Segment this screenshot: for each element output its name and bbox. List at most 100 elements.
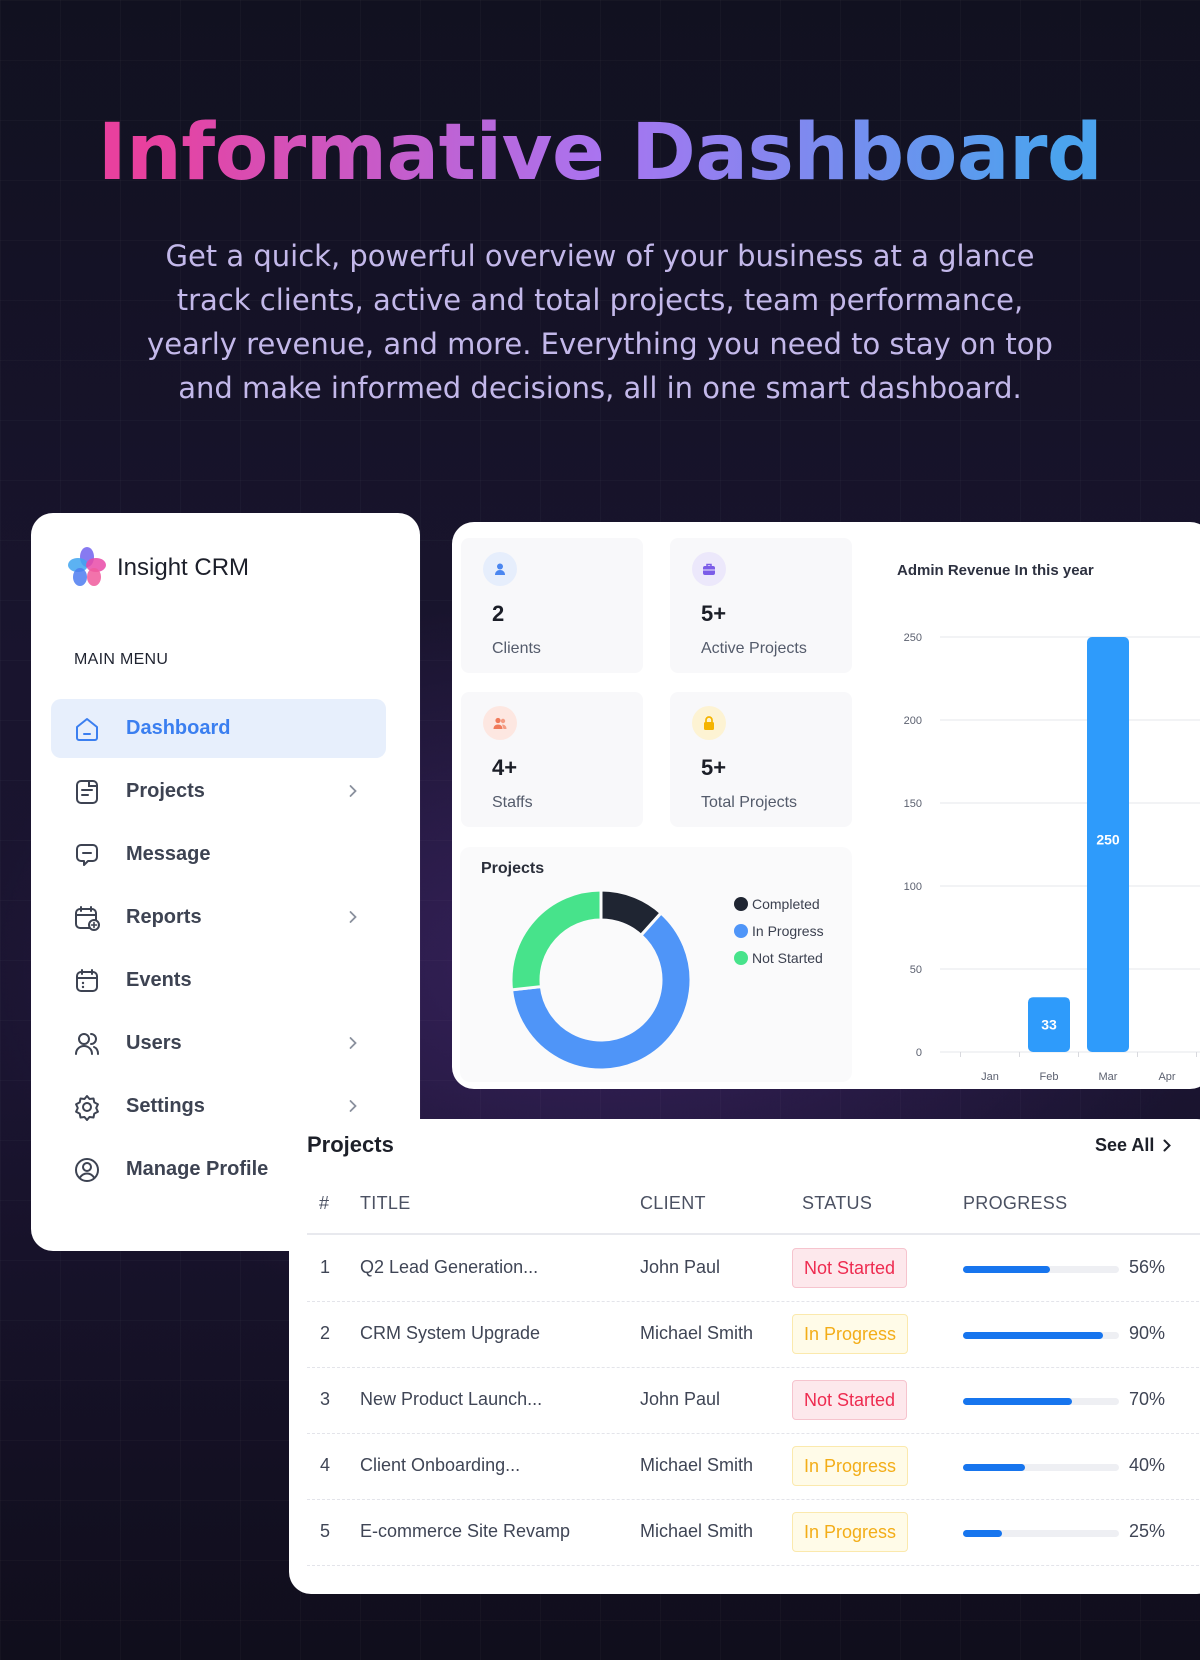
sidebar-item-reports[interactable]: Reports (51, 888, 386, 947)
projects-donut-card: Projects Completed In Progress Not Started (460, 847, 852, 1082)
bar-mar[interactable] (1087, 637, 1129, 1052)
calendar-icon (73, 967, 101, 995)
project-client: John Paul (640, 1257, 721, 1277)
chevron-right-icon (348, 1098, 358, 1114)
project-title: E-commerce Site Revamp (360, 1521, 571, 1541)
sidebar-item-message[interactable]: Message (51, 825, 386, 884)
table-row[interactable]: 2 CRM System Upgrade Michael Smith In Progr… (307, 1301, 1200, 1368)
flower-logo-icon (65, 546, 109, 590)
legend-item[interactable]: In Progress (734, 917, 824, 944)
project-client: John Paul (640, 1389, 721, 1409)
y-tick-label: 50 (910, 964, 922, 976)
user-icon (483, 552, 517, 586)
progress-percent: 25% (1129, 1521, 1166, 1541)
see-all-link[interactable]: See All (1095, 1135, 1172, 1156)
progress-bar (963, 1332, 1119, 1339)
projects-table-card: Projects See All # TITLE CLIENT STATUS P… (289, 1119, 1200, 1594)
revenue-chart-title: Admin Revenue In this year (897, 562, 1094, 579)
users-icon (73, 1030, 101, 1058)
x-tick-label: Jan (981, 1071, 999, 1082)
project-title: CRM System Upgrade (360, 1323, 541, 1343)
progress-bar (963, 1530, 1119, 1537)
donut-title: Projects (481, 860, 545, 877)
hero-subtitle: Get a quick, powerful overview of your b… (100, 234, 1100, 410)
hero-subtitle-line: Get a quick, powerful overview of your b… (165, 239, 1035, 273)
project-client: Michael Smith (640, 1455, 754, 1475)
project-title: Q2 Lead Generation... (360, 1257, 539, 1277)
revenue-bar-chart: 050100150200250Jan33Feb250MarAprM (904, 632, 1200, 1082)
sidebar-item-label: Reports (126, 906, 202, 928)
sidebar-item-users[interactable]: Users (51, 1014, 386, 1073)
y-tick-label: 150 (904, 798, 922, 810)
table-row[interactable]: 4 Client Onboarding... Michael Smith In Pro… (307, 1433, 1200, 1500)
home-icon (73, 715, 101, 743)
stat-value: 5+ (701, 601, 727, 626)
legend-dot (734, 950, 748, 965)
sidebar-item-label: Settings (126, 1095, 205, 1117)
stat-card-staffs[interactable]: 4+ Staffs (461, 692, 643, 827)
hero-subtitle-line: and make informed decisions, all in one … (178, 371, 1022, 405)
row-number: 3 (320, 1389, 331, 1409)
sidebar-item-dashboard[interactable]: Dashboard (51, 699, 386, 758)
progress-bar-fill (963, 1266, 1051, 1273)
stat-card-active-projects[interactable]: 5+ Active Projects (670, 538, 852, 673)
row-number: 4 (320, 1455, 331, 1475)
stat-value: 5+ (701, 755, 727, 780)
x-tick-label: Apr (1158, 1071, 1175, 1082)
table-header: # TITLE CLIENT STATUS PROGRESS (307, 1173, 1200, 1235)
profile-icon (73, 1156, 101, 1184)
legend-dot (734, 923, 748, 938)
project-client: Michael Smith (640, 1323, 754, 1343)
progress-bar-fill (963, 1530, 1002, 1537)
progress-bar (963, 1398, 1119, 1405)
column-header-number: # (319, 1193, 330, 1213)
table-row[interactable]: 5 E-commerce Site Revamp Michael Smith In P… (307, 1499, 1200, 1566)
see-all-label: See All (1095, 1135, 1155, 1155)
stat-card-clients[interactable]: 2 Clients (461, 538, 643, 673)
sidebar-item-projects[interactable]: Projects (51, 762, 386, 821)
sidebar-item-label: Users (126, 1032, 182, 1054)
row-number: 1 (320, 1257, 331, 1277)
column-header-client[interactable]: CLIENT (640, 1193, 706, 1213)
table-row[interactable]: 1 Q2 Lead Generation... John Paul Not Start… (307, 1235, 1200, 1302)
stat-label: Total Projects (701, 794, 798, 811)
stat-label: Clients (492, 640, 541, 657)
lock-icon (692, 706, 726, 740)
project-title: New Product Launch... (360, 1389, 543, 1409)
status-badge: Not Started (792, 1380, 908, 1420)
menu-caption: MAIN MENU (74, 651, 169, 668)
y-tick-label: 0 (916, 1047, 922, 1059)
sidebar-item-label: Message (126, 843, 211, 865)
stat-card-total-projects[interactable]: 5+ Total Projects (670, 692, 852, 827)
sidebar-item-events[interactable]: Events (51, 951, 386, 1010)
progress-percent: 70% (1129, 1389, 1166, 1409)
bar-data-label: 250 (1096, 832, 1120, 848)
progress-percent: 40% (1129, 1455, 1166, 1475)
legend-item[interactable]: Not Started (734, 944, 824, 971)
column-header-title[interactable]: TITLE (360, 1193, 411, 1213)
bar-feb[interactable] (1028, 997, 1070, 1052)
sidebar-item-manage-profile[interactable]: Manage Profile (51, 1140, 386, 1199)
sidebar-item-settings[interactable]: Settings (51, 1077, 386, 1136)
column-header-progress[interactable]: PROGRESS (963, 1193, 1068, 1213)
table-row[interactable]: 3 New Product Launch... John Paul Not Start… (307, 1367, 1200, 1434)
briefcase-icon (692, 552, 726, 586)
status-badge: In Progress (792, 1314, 909, 1354)
sidebar-item-label: Events (126, 969, 192, 991)
donut-segment-in-progress[interactable] (509, 910, 693, 1072)
progress-percent: 56% (1129, 1257, 1166, 1277)
sidebar-item-label: Dashboard (126, 717, 231, 739)
brand-logo[interactable]: Insight CRM (65, 546, 249, 590)
project-client: Michael Smith (640, 1521, 754, 1541)
legend-item[interactable]: Completed (734, 890, 824, 917)
y-tick-label: 200 (904, 715, 922, 727)
donut-segment-not-started[interactable] (509, 888, 603, 992)
message-icon (73, 841, 101, 869)
column-header-status[interactable]: STATUS (802, 1193, 873, 1213)
legend-label: Not Started (752, 949, 823, 966)
status-badge: In Progress (792, 1512, 909, 1552)
progress-percent: 90% (1129, 1323, 1166, 1343)
project-title: Client Onboarding... (360, 1455, 521, 1475)
progress-bar-fill (963, 1332, 1104, 1339)
legend-label: Completed (752, 895, 820, 912)
